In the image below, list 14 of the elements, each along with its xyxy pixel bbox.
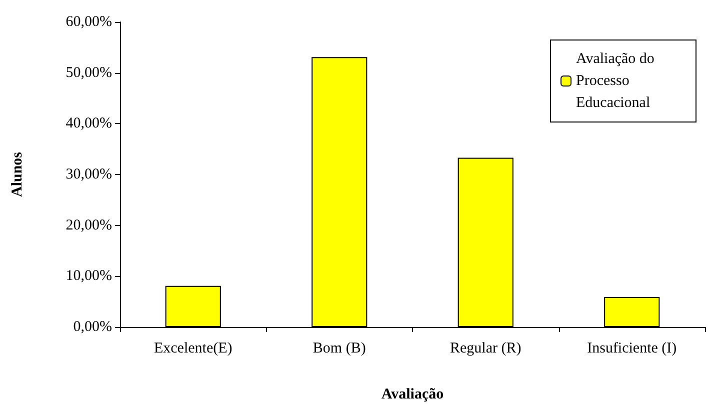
y-tick-label: 40,00% <box>66 116 112 132</box>
y-tick-label: 20,00% <box>66 217 112 234</box>
y-tick-label: 30,00% <box>66 166 112 182</box>
x-tick-label: Regular (R) <box>450 340 522 356</box>
x-axis-title: Avaliação <box>381 386 444 402</box>
legend-label: Avaliação do Processo Educacional <box>576 51 658 111</box>
x-tick-label: Insuficiente (I) <box>587 340 677 356</box>
y-tick-label: 0,00% <box>73 319 112 335</box>
x-tick-label: Bom (B) <box>312 340 366 356</box>
y-tick-label: 50,00% <box>66 64 112 81</box>
x-tick-label: Excelente(E) <box>154 340 232 356</box>
y-axis-title: Alunos <box>10 152 26 198</box>
y-tick-label: 10,00% <box>66 268 112 284</box>
y-tick-label: 60,00% <box>66 14 112 30</box>
